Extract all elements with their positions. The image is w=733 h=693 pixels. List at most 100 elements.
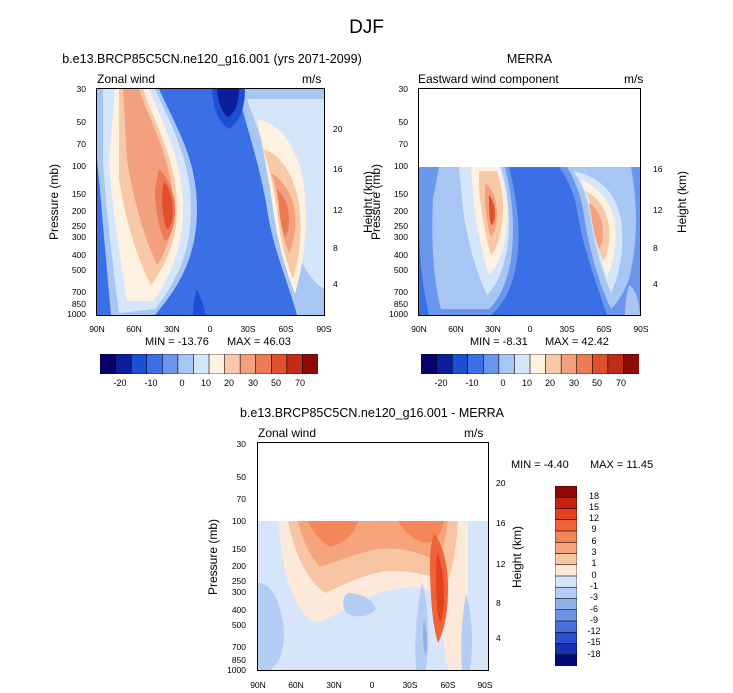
panel1-ytick-300: 300 bbox=[71, 232, 86, 242]
colorbar-swatch bbox=[421, 354, 438, 374]
panel2-htick-8: 8 bbox=[653, 243, 658, 253]
panel2-ytick-50: 50 bbox=[398, 117, 408, 127]
panel3-cb-label-6: 1 bbox=[591, 558, 597, 568]
panel3-ytick-300: 300 bbox=[231, 587, 246, 597]
panel1-htick-16: 16 bbox=[333, 164, 343, 174]
panel3-ytick-30: 30 bbox=[236, 439, 246, 449]
panel3-ytick-50: 50 bbox=[236, 472, 246, 482]
panel1-ytick-700: 700 bbox=[71, 287, 86, 297]
panel2-title: MERRA bbox=[506, 52, 553, 66]
panel2-ytick-30: 30 bbox=[398, 84, 408, 94]
panel3-ytick-1000: 1000 bbox=[227, 665, 246, 675]
panel1-htick-8: 8 bbox=[333, 243, 338, 253]
panel1-colorbar-labels: -20 -10 0 10 20 30 50 70 bbox=[100, 378, 318, 390]
panel2-ylabel: Pressure (mb) bbox=[369, 164, 383, 241]
panel1-cb-label-4: 20 bbox=[223, 378, 234, 388]
panel3-ytick-400: 400 bbox=[231, 605, 246, 615]
panel2-max: MAX = 42.42 bbox=[545, 336, 609, 348]
panel2-ytick-300: 300 bbox=[393, 232, 408, 242]
panel2-ytick-850: 850 bbox=[393, 299, 408, 309]
colorbar-swatch bbox=[555, 541, 577, 555]
panel3-plot-area bbox=[257, 442, 489, 671]
panel1-units-label: m/s bbox=[302, 72, 322, 86]
panel3-title: b.e13.BRCP85C5CN.ne120_g16.001 - MERRA bbox=[239, 406, 505, 420]
panel2-xtick-eq: 0 bbox=[527, 324, 533, 334]
panel1-xtick-90s: 90S bbox=[316, 324, 332, 334]
panel1-ytick-30: 30 bbox=[76, 84, 86, 94]
colorbar-swatch bbox=[451, 354, 469, 374]
colorbar-swatch bbox=[555, 609, 577, 622]
panel3-ytick-70: 70 bbox=[236, 494, 246, 504]
panel3-units-label: m/s bbox=[464, 426, 484, 440]
colorbar-swatch bbox=[555, 643, 577, 656]
panel2-cb-label-2: 0 bbox=[500, 378, 506, 388]
panel3-xtick-90n: 90N bbox=[250, 680, 266, 690]
colorbar-swatch bbox=[146, 354, 163, 374]
panel1-colorbar bbox=[100, 354, 318, 374]
panel3-ytick-150: 150 bbox=[231, 544, 246, 554]
panel1-ytick-100: 100 bbox=[71, 161, 86, 171]
panel2-ytick-70: 70 bbox=[398, 139, 408, 149]
colorbar-swatch bbox=[161, 354, 179, 374]
panel2-ytick-500: 500 bbox=[393, 265, 408, 275]
panel2-htick-4: 4 bbox=[653, 279, 658, 289]
panel1-ytick-400: 400 bbox=[71, 250, 86, 260]
panel1-ytick-1000: 1000 bbox=[67, 309, 86, 319]
colorbar-swatch bbox=[591, 354, 609, 374]
panel1-ytick-70: 70 bbox=[76, 139, 86, 149]
panel3-contour-field bbox=[258, 443, 488, 670]
colorbar-swatch bbox=[286, 354, 304, 374]
panel3-xtick-60s: 60S bbox=[440, 680, 456, 690]
panel2-min: MIN = -8.31 bbox=[470, 336, 528, 348]
panel3-cb-label-5: 3 bbox=[591, 547, 597, 557]
panel3-ytick-100: 100 bbox=[231, 516, 246, 526]
panel2-units-label: m/s bbox=[624, 72, 644, 86]
panel1-ytick-850: 850 bbox=[71, 299, 86, 309]
colorbar-swatch bbox=[482, 354, 500, 374]
panel3-htick-4: 4 bbox=[496, 633, 501, 643]
colorbar-swatch bbox=[555, 564, 577, 577]
colorbar-swatch bbox=[436, 354, 453, 374]
panel1-htick-4: 4 bbox=[333, 279, 338, 289]
panel1-ytick-250: 250 bbox=[71, 221, 86, 231]
panel3-cb-label-10: -6 bbox=[589, 604, 598, 614]
colorbar-swatch bbox=[130, 354, 148, 374]
panel1-colorbar-swatches bbox=[100, 354, 318, 374]
panel2-ytick-700: 700 bbox=[393, 287, 408, 297]
colorbar-swatch bbox=[555, 486, 577, 498]
panel3-colorbar-labels: 18 15 12 9 6 3 1 0 -1 -3 -6 -9 -12 -15 -… bbox=[582, 486, 612, 666]
panel3-cb-label-4: 6 bbox=[591, 536, 597, 546]
panel3-htick-8: 8 bbox=[496, 598, 501, 608]
colorbar-swatch bbox=[255, 354, 272, 374]
panel1-xtick-60s: 60S bbox=[278, 324, 294, 334]
panel3-cb-label-7: 0 bbox=[591, 570, 597, 580]
panel2-colorbar-labels: -20 -10 0 10 20 30 50 70 bbox=[421, 378, 639, 390]
panel3-ytick-700: 700 bbox=[231, 642, 246, 652]
panel3-colorbar bbox=[555, 486, 577, 666]
panel2-xtick-90n: 90N bbox=[411, 324, 427, 334]
panel3-cb-label-0: 18 bbox=[588, 491, 599, 501]
panel3-variable-label: Zonal wind bbox=[258, 426, 317, 440]
colorbar-swatch bbox=[115, 354, 132, 374]
colorbar-swatch bbox=[555, 496, 577, 510]
colorbar-swatch bbox=[555, 553, 577, 566]
panel2-cb-label-5: 30 bbox=[568, 378, 579, 388]
panel3-cb-label-8: -1 bbox=[589, 581, 598, 591]
colorbar-swatch bbox=[555, 654, 577, 666]
colorbar-swatch bbox=[239, 354, 257, 374]
panel1-cb-label-7: 70 bbox=[294, 378, 305, 388]
panel2-cb-label-6: 50 bbox=[591, 378, 602, 388]
panel2-cb-label-3: 10 bbox=[521, 378, 532, 388]
colorbar-swatch bbox=[100, 354, 117, 374]
panel2-xtick-60n: 60N bbox=[448, 324, 464, 334]
colorbar-swatch bbox=[555, 519, 577, 532]
colorbar-swatch bbox=[555, 631, 577, 645]
panel1-variable-label: Zonal wind bbox=[97, 72, 156, 86]
panel3-cb-label-9: -3 bbox=[589, 592, 598, 602]
colorbar-swatch bbox=[224, 354, 241, 374]
panel1-contour-field bbox=[97, 89, 324, 315]
colorbar-swatch bbox=[607, 354, 625, 374]
colorbar-swatch bbox=[270, 354, 288, 374]
panel3-cb-label-1: 15 bbox=[588, 502, 599, 512]
panel3-ytick-850: 850 bbox=[231, 655, 246, 665]
